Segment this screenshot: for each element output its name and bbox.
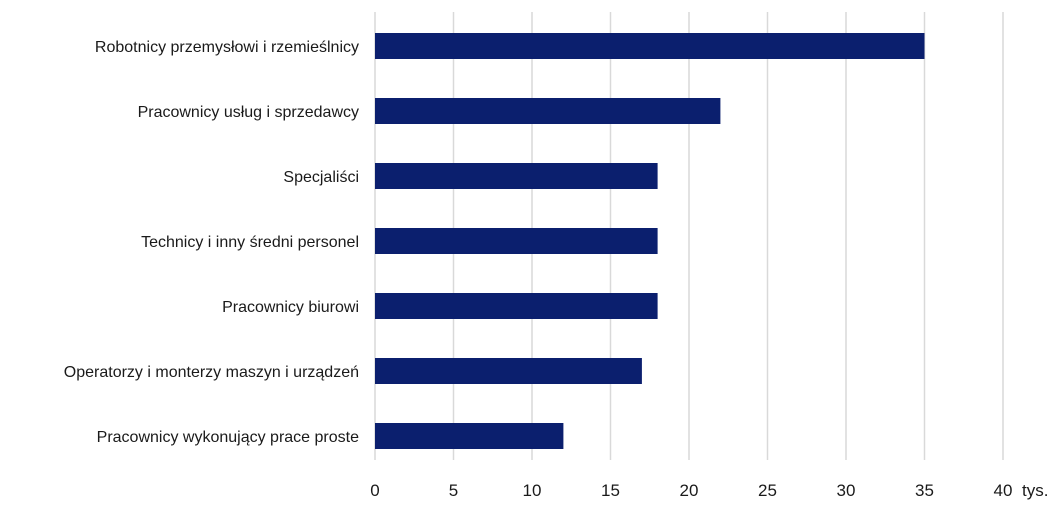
x-tick-label: 0: [370, 481, 379, 500]
bar: [375, 358, 642, 384]
x-axis-unit-label: tys.: [1022, 481, 1048, 500]
x-tick-label: 15: [601, 481, 620, 500]
bar: [375, 33, 925, 59]
bars: [375, 33, 925, 449]
x-tick-label: 40: [994, 481, 1013, 500]
category-label: Robotnicy przemysłowi i rzemieślnicy: [95, 39, 359, 56]
gridlines: [374, 12, 1004, 460]
category-label: Operatorzy i monterzy maszyn i urządzeń: [64, 364, 359, 381]
x-tick-label: 10: [523, 481, 542, 500]
x-tick-label: 20: [680, 481, 699, 500]
category-label: Pracownicy biurowi: [222, 299, 359, 316]
x-tick-label: 30: [837, 481, 856, 500]
category-label: Technicy i inny średni personel: [141, 234, 359, 251]
bar: [375, 293, 658, 319]
category-label: Specjaliści: [283, 169, 359, 186]
bar: [375, 228, 658, 254]
bar: [375, 98, 721, 124]
bar: [375, 163, 658, 189]
x-tick-label: 35: [915, 481, 934, 500]
x-tick-label: 25: [758, 481, 777, 500]
category-label: Pracownicy wykonujący prace proste: [97, 429, 359, 446]
category-label: Pracownicy usług i sprzedawcy: [138, 104, 359, 121]
category-labels: Robotnicy przemysłowi i rzemieślnicy Prac…: [64, 39, 359, 446]
x-axis-ticks: 0 5 10 15 20 25 30 35 40: [370, 481, 1012, 500]
bar: [375, 423, 564, 449]
x-tick-label: 5: [449, 481, 458, 500]
